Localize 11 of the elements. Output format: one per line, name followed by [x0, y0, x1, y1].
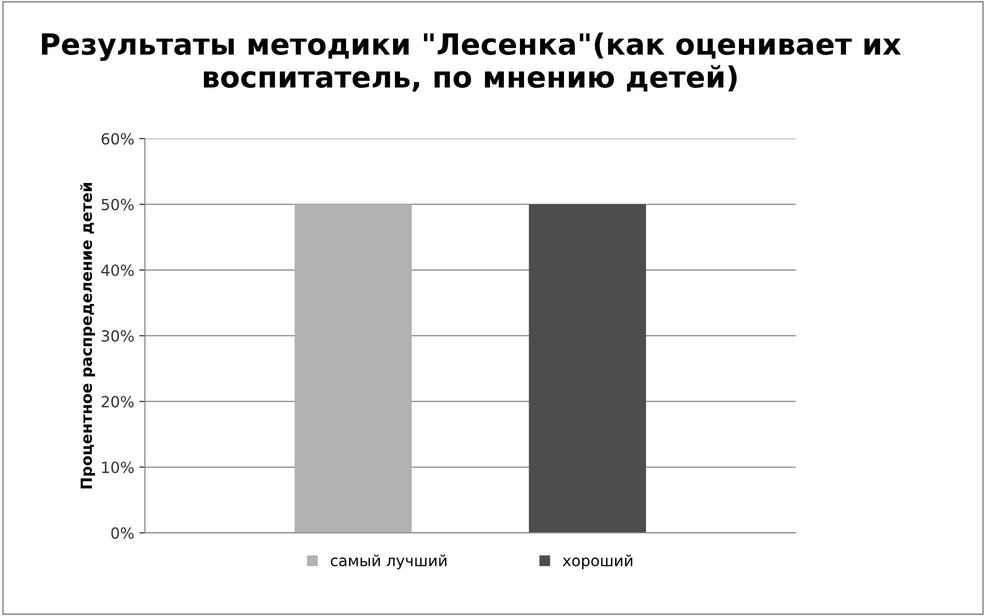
y-axis-title: Процентное распределение детей: [80, 182, 96, 488]
y-tick-label: 30%: [102, 330, 134, 342]
legend-label: самый лучший: [330, 554, 446, 570]
y-tick-label: 40%: [101, 264, 134, 276]
y-tick-label: 60%: [102, 133, 134, 145]
legend-label: хороший: [562, 554, 632, 570]
y-tick-label: 10%: [102, 462, 134, 474]
chart-title: Результаты методики "Лесенка"(как оценивает их воспитатель, по мнению детей): [42, 32, 901, 92]
y-tick-label: 0%: [111, 527, 134, 539]
y-tick-label: 20%: [102, 396, 134, 408]
y-tick-label: 50%: [102, 198, 134, 210]
